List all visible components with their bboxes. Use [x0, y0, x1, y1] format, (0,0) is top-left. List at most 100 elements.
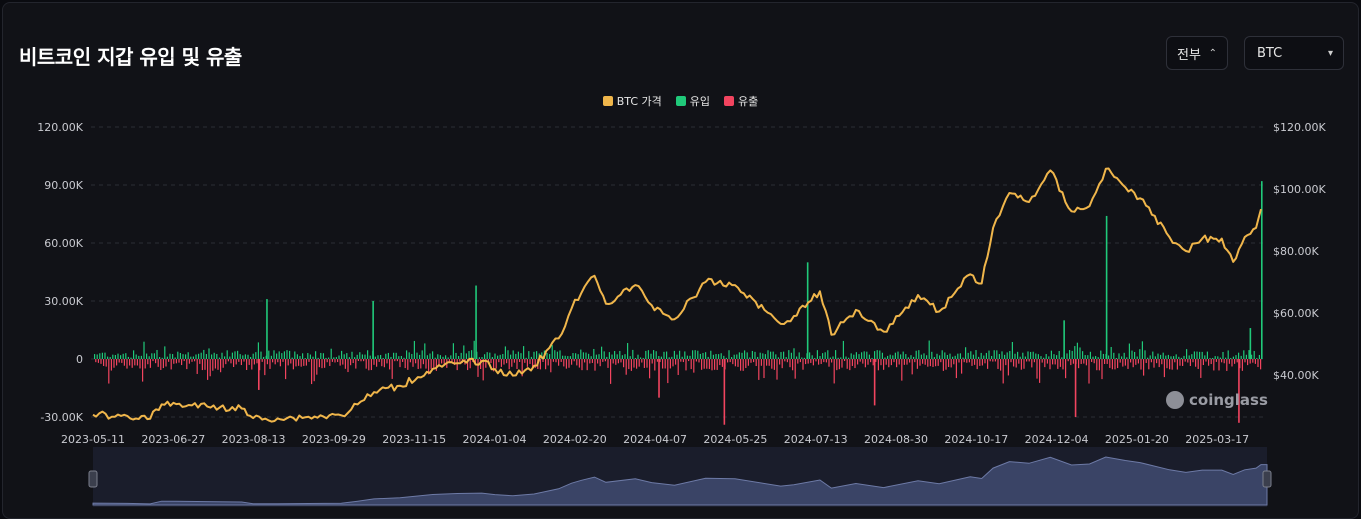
inflow-bar: [731, 357, 733, 359]
inflow-bar: [957, 353, 959, 359]
inflow-bar: [653, 350, 655, 359]
inflow-bar: [525, 357, 527, 359]
inflow-bar: [848, 357, 850, 359]
outflow-bar: [703, 359, 705, 369]
inflow-bar: [99, 353, 101, 359]
outflow-bar: [755, 359, 757, 366]
outflow-bar: [233, 359, 235, 367]
inflow-bar: [655, 351, 657, 359]
outflow-bar: [612, 359, 614, 364]
inflow-bar: [988, 350, 990, 359]
outflow-bar: [706, 359, 708, 369]
period-select[interactable]: 전부 ⌃: [1166, 36, 1228, 70]
inflow-bar: [351, 351, 353, 359]
inflow-bar: [146, 353, 148, 359]
outflow-bar: [1033, 359, 1035, 363]
inflow-bar: [858, 354, 860, 359]
inflow-bar: [450, 355, 452, 359]
inflow-bar: [1017, 351, 1019, 359]
inflow-bar: [1180, 357, 1182, 359]
outflow-bar: [318, 359, 320, 368]
range-navigator[interactable]: [88, 447, 1272, 507]
x-tick-label: 2023-06-27: [141, 433, 205, 446]
outflow-bar: [688, 359, 690, 362]
outflow-bar: [1101, 359, 1103, 380]
outflow-bar: [1202, 359, 1204, 366]
outflow-bar: [1158, 359, 1160, 368]
inflow-bar: [1144, 350, 1146, 359]
flow-chart[interactable]: 120.00K 90.00K 60.00K 30.00K 0 -30.00K $120.00…: [3, 3, 1358, 518]
outflow-bar: [261, 359, 263, 362]
legend-item-inflow[interactable]: 유입: [675, 93, 710, 109]
x-tick-label: 2023-05-11: [61, 433, 125, 446]
outflow-bar: [1049, 359, 1051, 370]
inflow-bar: [1141, 341, 1143, 359]
inflow-bar: [983, 355, 985, 359]
inflow-bar: [816, 350, 818, 359]
inflow-bar: [598, 354, 600, 359]
outflow-bar: [376, 359, 378, 367]
inflow-bar: [996, 350, 998, 359]
navigator-left-handle[interactable]: [88, 470, 98, 488]
outflow-bar: [370, 359, 372, 371]
outflow-bar: [698, 359, 700, 363]
outflow-bar: [659, 359, 661, 363]
outflow-bar: [1213, 359, 1215, 371]
legend-item-price[interactable]: BTC 가격: [602, 93, 662, 109]
inflow-bar: [1147, 357, 1149, 359]
outflow-bar: [214, 359, 216, 369]
outflow-bar: [404, 359, 406, 369]
inflow-bar: [112, 354, 114, 359]
outflow-bar: [1096, 359, 1098, 371]
outflow-bar: [859, 359, 861, 362]
inflow-bar: [510, 354, 512, 359]
outflow-bar: [838, 359, 840, 370]
outflow-bar: [1098, 359, 1100, 371]
inflow-bar: [486, 352, 488, 359]
outflow-bar: [1140, 359, 1142, 370]
outflow-bar: [201, 359, 203, 371]
coin-select[interactable]: BTC ▾: [1244, 36, 1344, 70]
outflow-bar: [581, 359, 583, 371]
y-left-tick-label: -30.00K: [40, 411, 83, 424]
outflow-bar: [545, 359, 547, 370]
outflow-bar: [1239, 359, 1241, 369]
inflow-bar: [185, 354, 187, 359]
outflow-bar: [568, 359, 570, 368]
inflow-bar: [96, 354, 98, 359]
inflow-bar: [832, 356, 834, 359]
outflow-bar: [506, 359, 508, 364]
inflow-bar: [707, 356, 709, 359]
outflow-bar: [550, 359, 552, 373]
inflow-bar: [1170, 356, 1172, 359]
outflow-bar: [526, 359, 528, 367]
outflow-bar: [636, 359, 638, 369]
legend-item-outflow[interactable]: 유출: [724, 93, 758, 109]
outflow-bar: [1205, 359, 1207, 362]
outflow-bar: [820, 359, 822, 364]
inflow-bar: [213, 352, 215, 359]
outflow-bar: [555, 359, 557, 363]
inflow-bar: [270, 355, 272, 359]
navigator-right-handle[interactable]: [1262, 470, 1272, 488]
inflow-bar: [905, 354, 907, 359]
inflow-bar: [775, 354, 777, 359]
outflow-bar: [1221, 359, 1223, 363]
inflow-bar: [156, 349, 158, 359]
inflow-bar: [627, 343, 629, 359]
inflow-bar: [437, 354, 439, 359]
chart-legend: BTC 가격 유입 유출: [3, 93, 1358, 109]
inflow-bar: [850, 353, 852, 359]
outflow-bar: [1260, 359, 1262, 370]
outflow-bar: [651, 359, 653, 364]
outflow-bar: [100, 359, 102, 364]
outflow-bar: [664, 359, 666, 369]
inflow-bar: [361, 354, 363, 359]
inflow-bar: [1245, 354, 1247, 359]
inflow-bar: [504, 346, 506, 359]
btc-price-line: [92, 167, 1262, 423]
outflow-bar: [573, 359, 575, 362]
inflow-bar: [715, 353, 717, 359]
inflow-bar: [928, 340, 930, 359]
outflow-bar: [217, 359, 219, 370]
